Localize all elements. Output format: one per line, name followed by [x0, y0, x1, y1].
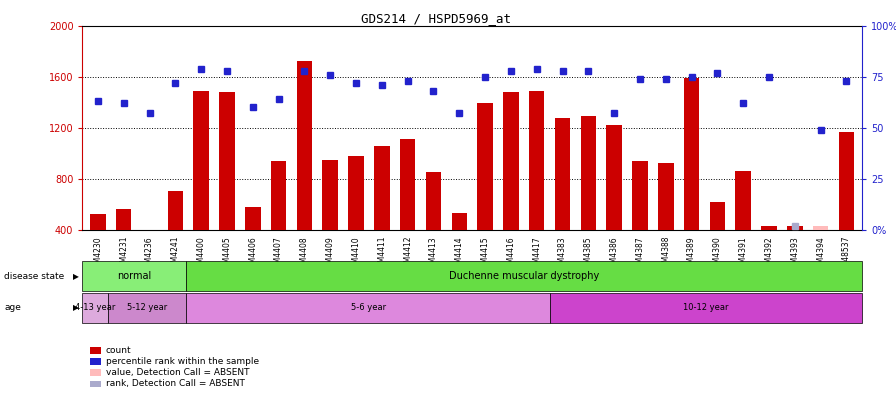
Bar — [787, 226, 803, 281]
Text: ▶: ▶ — [73, 272, 79, 281]
Text: 4-13 year: 4-13 year — [75, 303, 116, 312]
Text: Duchenne muscular dystrophy: Duchenne muscular dystrophy — [449, 271, 599, 281]
Bar — [607, 125, 622, 281]
Bar — [555, 118, 570, 281]
Bar — [116, 209, 132, 281]
Bar — [142, 231, 158, 281]
Bar — [400, 139, 416, 281]
Text: 10-12 year: 10-12 year — [684, 303, 728, 312]
Bar — [684, 78, 700, 281]
Bar — [504, 92, 519, 281]
Text: normal: normal — [117, 271, 151, 281]
Bar — [658, 164, 674, 281]
Bar — [323, 160, 338, 281]
Bar — [168, 191, 183, 281]
Text: count: count — [106, 346, 132, 355]
Bar — [349, 156, 364, 281]
Bar — [220, 92, 235, 281]
Text: rank, Detection Call = ABSENT: rank, Detection Call = ABSENT — [106, 379, 245, 388]
Text: age: age — [4, 303, 22, 312]
Bar — [90, 214, 106, 281]
Bar — [633, 161, 648, 281]
Text: 5-6 year: 5-6 year — [350, 303, 386, 312]
Bar — [710, 202, 725, 281]
Bar — [297, 61, 312, 281]
Bar — [426, 172, 441, 281]
Bar — [736, 171, 751, 281]
Bar — [529, 91, 545, 281]
Text: GDS214 / HSPD5969_at: GDS214 / HSPD5969_at — [361, 12, 512, 25]
Bar — [762, 226, 777, 281]
Bar — [581, 116, 596, 281]
Bar — [478, 103, 493, 281]
Bar — [194, 91, 209, 281]
Text: ▶: ▶ — [73, 303, 79, 312]
Text: 5-12 year: 5-12 year — [127, 303, 168, 312]
Bar — [452, 213, 467, 281]
Bar — [245, 207, 261, 281]
Bar — [271, 161, 287, 281]
Bar — [839, 131, 854, 281]
Bar — [813, 226, 829, 281]
Text: disease state: disease state — [4, 272, 65, 281]
Text: percentile rank within the sample: percentile rank within the sample — [106, 357, 259, 366]
Text: value, Detection Call = ABSENT: value, Detection Call = ABSENT — [106, 368, 249, 377]
Bar — [375, 146, 390, 281]
